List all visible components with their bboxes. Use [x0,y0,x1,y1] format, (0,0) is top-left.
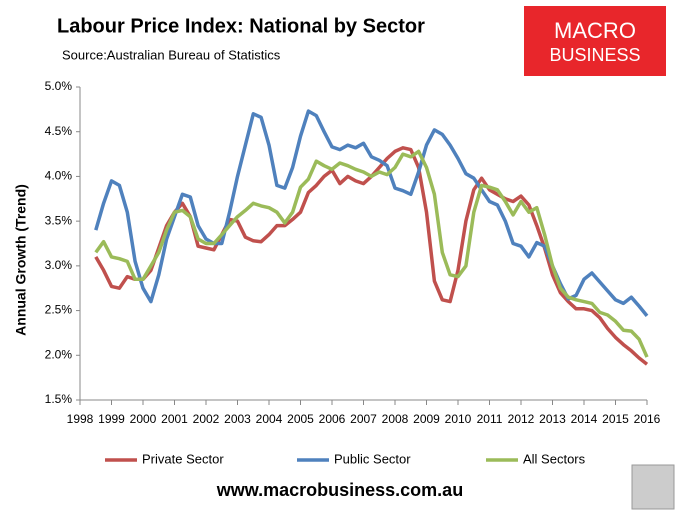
x-tick-label: 1998 [67,412,94,426]
x-tick-label: 2000 [130,412,157,426]
y-tick-label: 5.0% [45,79,73,93]
x-tick-label: 2001 [161,412,188,426]
chart-subtitle: Source:Australian Bureau of Statistics [62,47,281,62]
logo-text: BUSINESS [549,45,640,65]
x-tick-label: 2013 [539,412,566,426]
x-tick-label: 2006 [319,412,346,426]
legend-label: All Sectors [523,451,586,466]
x-tick-label: 2014 [571,412,598,426]
series-line [94,109,649,317]
y-tick-label: 3.5% [45,213,73,227]
y-tick-label: 1.5% [45,392,73,406]
wolf-icon [631,464,675,510]
x-tick-label: 2009 [413,412,440,426]
y-tick-label: 3.0% [45,258,73,272]
x-tick-label: 2002 [193,412,220,426]
x-tick-label: 2007 [350,412,377,426]
legend-label: Private Sector [142,451,224,466]
x-tick-label: 1999 [98,412,125,426]
x-tick-label: 2008 [382,412,409,426]
x-tick-label: 2012 [508,412,535,426]
chart-title: Labour Price Index: National by Sector [57,15,425,37]
y-tick-label: 4.0% [45,169,73,183]
x-tick-label: 2004 [256,412,283,426]
x-tick-label: 2005 [287,412,314,426]
x-tick-label: 2011 [477,412,503,426]
footer: www.macrobusiness.com.au [216,480,463,500]
logo-box [524,6,666,76]
series-line [94,149,649,358]
y-tick-label: 2.0% [45,347,73,361]
series-line [94,146,649,366]
y-axis-label: Annual Growth (Trend) [13,184,29,336]
x-tick-label: 2015 [602,412,629,426]
x-tick-label: 2010 [445,412,472,426]
x-tick-label: 2003 [224,412,251,426]
x-tick-label: 2016 [634,412,661,426]
logo-text: MACRO [554,18,636,43]
y-tick-label: 4.5% [45,124,73,138]
legend-label: Public Sector [334,451,411,466]
y-tick-label: 2.5% [45,303,73,317]
